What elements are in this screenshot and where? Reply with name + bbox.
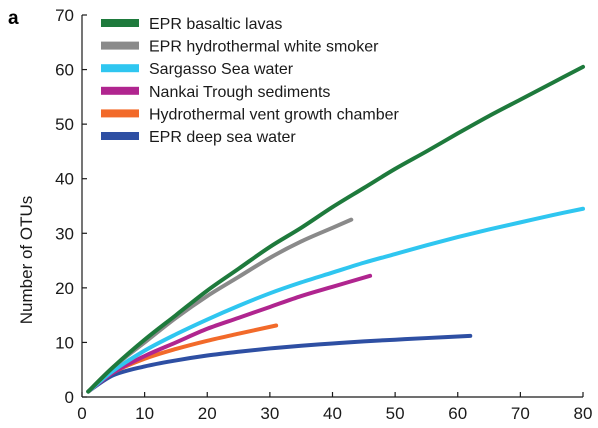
series-line-epr-basaltic-lavas (86, 64, 585, 394)
series-line-nankai-trough-sediments (86, 273, 373, 394)
legend-item-sargasso-sea-water: Sargasso Sea water (101, 61, 294, 78)
legend-item-epr-basaltic-lavas: EPR basaltic lavas (101, 16, 282, 33)
legend-item-epr-deep-sea-water: EPR deep sea water (101, 129, 296, 146)
legend-label: Nankai Trough sediments (149, 84, 330, 101)
panel-label: a (8, 8, 19, 29)
legend-swatch (101, 41, 139, 50)
x-tick-label: 70 (511, 404, 530, 423)
y-tick-label: 50 (55, 115, 74, 134)
y-tick-label: 70 (55, 6, 74, 25)
y-axis-label: Number of OTUs (17, 196, 36, 324)
x-tick-label: 60 (448, 404, 467, 423)
legend-label: EPR deep sea water (149, 129, 296, 146)
legend-label: EPR hydrothermal white smoker (149, 39, 379, 56)
y-tick-label: 30 (55, 224, 74, 243)
legend-item-epr-hydrothermal-white-smoker: EPR hydrothermal white smoker (101, 39, 379, 56)
legend-swatch (101, 132, 139, 140)
y-tick-label: 60 (55, 61, 74, 80)
legend-swatch (101, 86, 139, 95)
axes: 0 10 20 30 40 50 60 70 80 0 10 20 30 40 50 60 70 (55, 6, 592, 423)
x-tick-label: 50 (386, 404, 405, 423)
y-tick-label: 0 (65, 388, 74, 407)
series-line-epr-deep-sea-water (86, 333, 473, 394)
x-tick-label: 10 (135, 404, 154, 423)
x-tick-label: 0 (77, 404, 86, 423)
legend-swatch (101, 64, 139, 73)
legend-item-hydrothermal-vent-growth-chamber: Hydrothermal vent growth chamber (101, 106, 400, 123)
x-tick-label: 80 (574, 404, 593, 423)
legend: EPR basaltic lavas EPR hydrothermal white… (101, 16, 400, 146)
legend-item-nankai-trough-sediments: Nankai Trough sediments (101, 84, 330, 101)
y-tick-label: 20 (55, 279, 74, 298)
legend-label: Hydrothermal vent growth chamber (149, 106, 400, 123)
legend-label: Sargasso Sea water (149, 61, 294, 78)
series-lines (86, 64, 585, 394)
x-tick-label: 30 (260, 404, 279, 423)
y-tick-label: 10 (55, 333, 74, 352)
y-tick-label: 40 (55, 170, 74, 189)
legend-swatch (101, 19, 139, 27)
legend-swatch (101, 109, 139, 118)
legend-label: EPR basaltic lavas (149, 16, 282, 33)
x-tick-label: 20 (198, 404, 217, 423)
x-tick-label: 40 (323, 404, 342, 423)
series-line-sargasso-sea-water (86, 206, 585, 394)
